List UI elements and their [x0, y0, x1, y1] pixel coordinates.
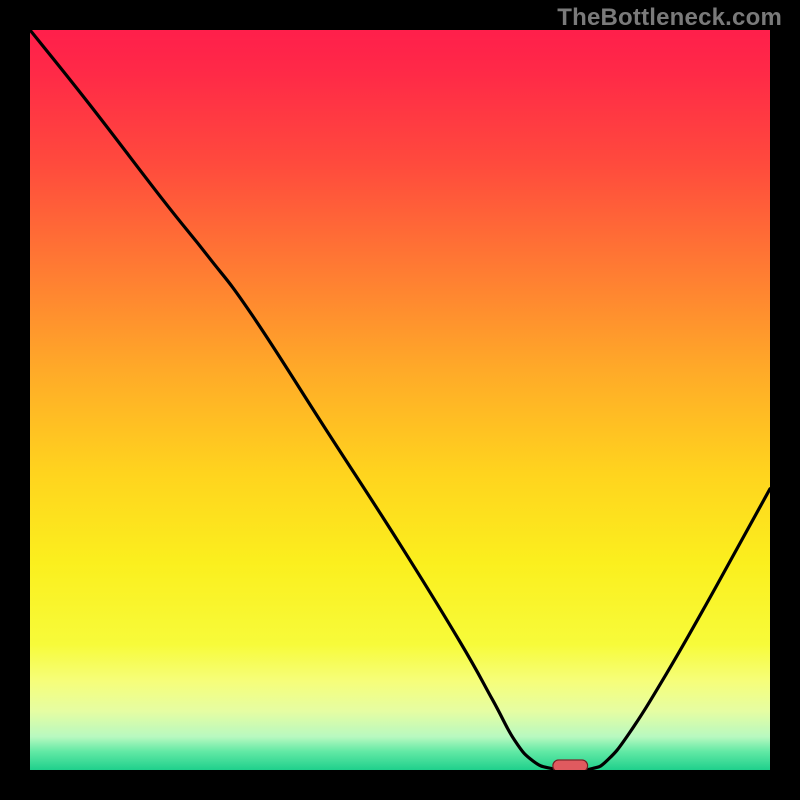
chart-frame: { "watermark": { "text": "TheBottleneck.…	[0, 0, 800, 800]
optimal-marker	[552, 759, 588, 770]
gradient-background	[30, 30, 770, 770]
plot-svg	[30, 30, 770, 770]
plot-area	[30, 30, 770, 770]
watermark-text: TheBottleneck.com	[557, 4, 782, 32]
